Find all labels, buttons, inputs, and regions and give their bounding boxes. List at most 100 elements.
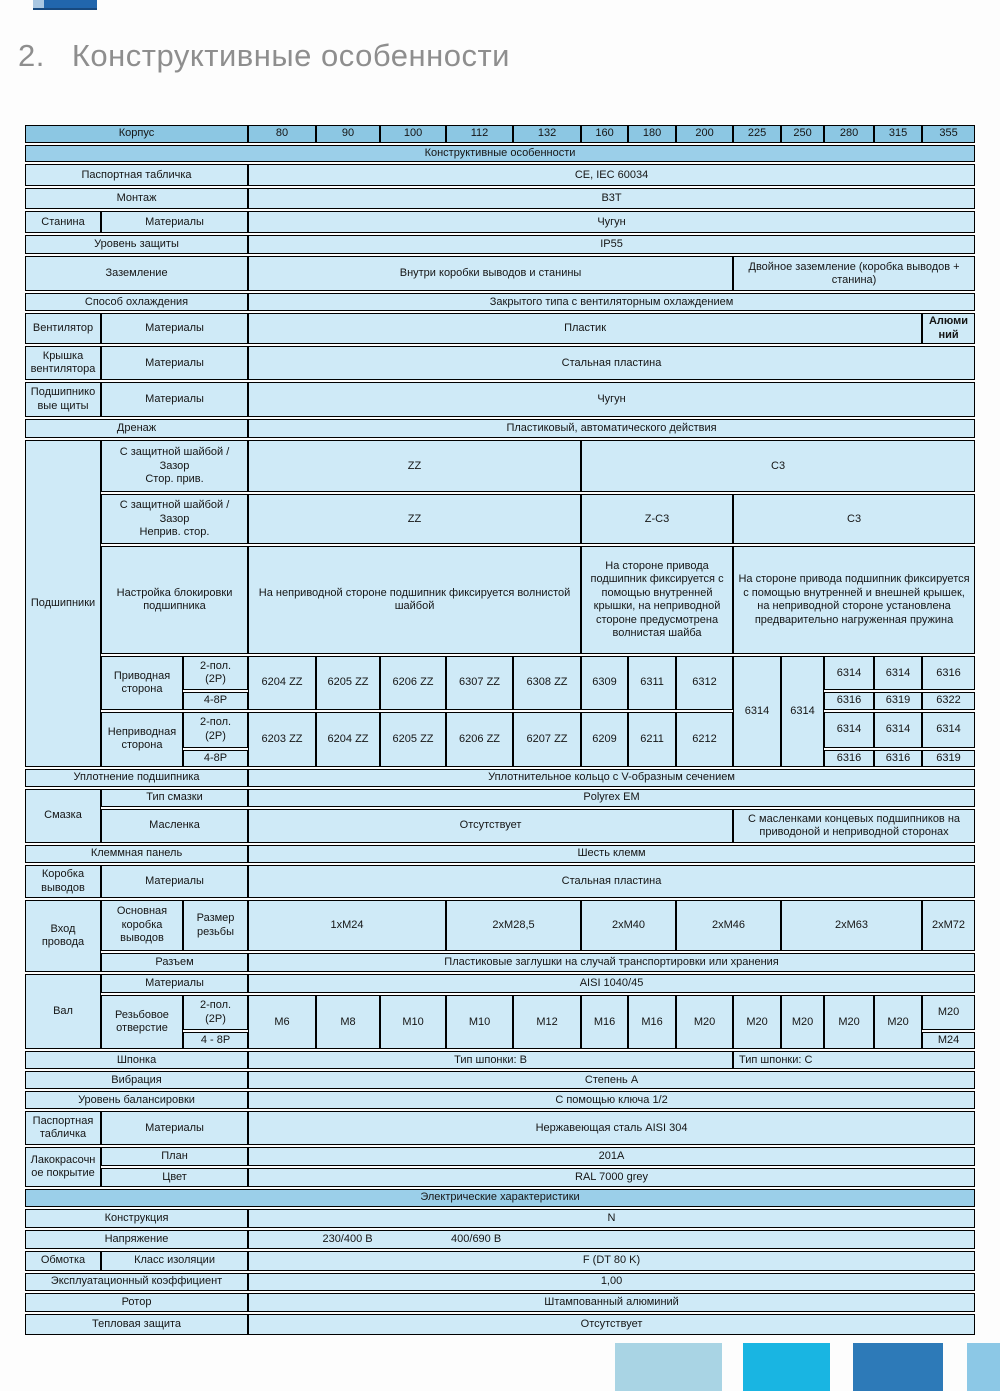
value-cell: 6207 ZZ xyxy=(513,711,582,768)
row-label-cell: 2-пол. (2P) xyxy=(183,995,249,1031)
row-label-cell: Напряжение xyxy=(25,1229,249,1249)
table-row: Корпус 80 90 100 112 132 160 180 200 225 250 280 315… xyxy=(25,125,976,143)
row-label-cell: Материалы xyxy=(101,382,249,418)
footer-square xyxy=(967,1343,1000,1391)
table-row: Подшипники С защитной шайбой / Зазор Стор… xyxy=(25,440,976,768)
table-row: 4-8P 6316 6319 6322 xyxy=(25,692,976,710)
value-cell: 6314 xyxy=(733,656,782,768)
value-cell: 201А xyxy=(248,1147,976,1167)
table-row: Шпонка Тип шпонки: В Тип шпонки: С xyxy=(25,1051,976,1070)
value-cell: Стальная пластина xyxy=(248,346,976,381)
table-row: Обмотка Класс изоляции F (DT 80 K) xyxy=(25,1250,976,1271)
value-cell: 6319 xyxy=(874,692,923,710)
value-cell: М10 xyxy=(380,995,447,1050)
logo-fragment xyxy=(33,0,97,10)
value-cell xyxy=(581,1229,976,1249)
value-cell: 6314 xyxy=(874,711,923,748)
value-cell: ZZ xyxy=(248,494,582,545)
table-row: Станина Материалы Чугун xyxy=(25,211,976,234)
footer-color-strip xyxy=(0,1343,1000,1391)
value-cell: М20 xyxy=(676,995,734,1050)
table-row: Ротор Штампованный алюминий xyxy=(25,1292,976,1312)
row-label-cell: 2-пол. (2P) xyxy=(183,656,249,691)
row-label-cell: Конструкция xyxy=(25,1208,249,1228)
row-label-cell: Дренаж xyxy=(25,419,249,439)
value-cell: 6316 xyxy=(922,656,976,691)
table-row: Вентилятор Материалы Пластик Алюминий xyxy=(25,313,976,345)
value-cell: Пластик xyxy=(248,313,923,345)
value-cell: Шесть клемм xyxy=(248,845,976,864)
value-cell: 2хМ63 xyxy=(781,900,923,952)
value-cell: 2хМ28,5 xyxy=(446,900,582,952)
value-cell: 1хМ24 xyxy=(248,900,447,952)
table-row: Вход провода Основная коробка выводов Разм… xyxy=(25,900,976,973)
value-cell: М20 xyxy=(733,995,782,1050)
row-label-cell: Настройка блокировки подшипника xyxy=(101,546,249,655)
column-header-cell: 355 xyxy=(922,125,976,143)
value-cell: 6314 xyxy=(874,656,923,691)
value-cell: AISI 1040/45 xyxy=(248,974,976,994)
value-cell: На стороне привода подшипник фиксируется… xyxy=(581,546,734,655)
value-cell: На неприводной стороне подшипник фиксиру… xyxy=(248,546,582,655)
value-cell: 1,00 xyxy=(248,1272,976,1291)
table-row: Приводная сторона 2-пол. (2P) 6204 ZZ 6205 … xyxy=(25,656,976,768)
value-cell: Тип шпонки: В xyxy=(248,1051,734,1070)
table-row: Уровень защиты IP55 xyxy=(25,235,976,255)
value-cell: Внутри коробки выводов и станины xyxy=(248,256,734,292)
value-cell: Нержавеющая сталь AISI 304 xyxy=(248,1111,976,1146)
row-label-cell: Лакокрасочное покрытие xyxy=(25,1147,101,1188)
row-label-cell: Вход провода xyxy=(25,900,101,973)
footer-square xyxy=(615,1343,722,1391)
row-label-cell: Материалы xyxy=(101,346,249,381)
row-label-cell: Подшипниковые щиты xyxy=(25,382,101,418)
value-cell: 6212 xyxy=(676,711,734,768)
table-row: Электрические характеристики xyxy=(25,1189,976,1207)
value-cell: 6314 xyxy=(781,656,825,768)
row-label-cell: Тип смазки xyxy=(101,789,249,808)
table-row: Уплотнение подшипника Уплотнительное коль… xyxy=(25,769,976,788)
value-cell: Пластиковые заглушки на случай транспорт… xyxy=(248,953,976,973)
table-row: Конструктивные особенности xyxy=(25,145,976,163)
row-label-cell: Коробка выводов xyxy=(25,865,101,899)
column-header-cell: 180 xyxy=(628,125,677,143)
value-cell: 6307 ZZ xyxy=(446,656,514,710)
value-cell: Пластиковый, автоматического действия xyxy=(248,419,976,439)
value-cell: С масленками концевых подшипников на при… xyxy=(733,809,976,844)
table-row: Крышка вентилятора Материалы Стальная плас… xyxy=(25,346,976,381)
column-header-cell: 315 xyxy=(874,125,923,143)
page-title: 2. Конструктивные особенности xyxy=(18,38,510,74)
column-header-cell: 132 xyxy=(513,125,582,143)
row-label-cell: План xyxy=(101,1147,249,1167)
table-row: Конструкция N xyxy=(25,1208,976,1228)
row-label-cell: Резьбовое отверстие xyxy=(101,995,183,1050)
section-header-cell: Электрические характеристики xyxy=(25,1189,976,1207)
row-label-cell: Смазка xyxy=(25,789,101,844)
spec-table-body: Корпус 80 90 100 112 132 160 180 200 225 250 280 315… xyxy=(25,125,976,1335)
value-cell: М20 xyxy=(824,995,875,1050)
row-label-cell: Приводная сторона xyxy=(101,656,183,710)
table-row: Смазка Тип смазки Polyrex EM xyxy=(25,789,976,844)
value-cell: Отсутствует xyxy=(248,1313,976,1335)
row-label-cell: Материалы xyxy=(101,1111,249,1146)
row-label-cell: Тепловая защита xyxy=(25,1313,249,1335)
value-cell: 6206 ZZ xyxy=(446,711,514,768)
value-cell: 6316 xyxy=(824,692,875,710)
table-row: Клеммная панель Шесть клемм xyxy=(25,845,976,864)
value-cell: 6206 ZZ xyxy=(380,656,447,710)
value-cell: С помощью ключа 1/2 xyxy=(248,1091,976,1110)
value-cell: 6211 xyxy=(628,711,677,768)
value-cell: ZZ xyxy=(248,440,582,493)
table-row: Подшипниковые щиты Материалы Чугун xyxy=(25,382,976,418)
value-cell: М16 xyxy=(628,995,677,1050)
table-row: Дренаж Пластиковый, автоматического дейст… xyxy=(25,419,976,439)
table-row: Вал Материалы AISI 1040/45 xyxy=(25,974,976,1050)
table-row: Масленка Отсутствует С масленками концевых… xyxy=(25,809,976,844)
value-cell: Штампованный алюминий xyxy=(248,1292,976,1312)
row-label-cell: Уплотнение подшипника xyxy=(25,769,249,788)
table-row: Паспортная табличка CE, IEC 60034 xyxy=(25,164,976,187)
value-cell: 6322 xyxy=(922,692,976,710)
table-row: Эксплуатационный коэффициент 1,00 xyxy=(25,1272,976,1291)
table-row: Лакокрасочное покрытие План 201А xyxy=(25,1147,976,1188)
column-header-cell: 160 xyxy=(581,125,629,143)
value-cell: М12 xyxy=(513,995,582,1050)
